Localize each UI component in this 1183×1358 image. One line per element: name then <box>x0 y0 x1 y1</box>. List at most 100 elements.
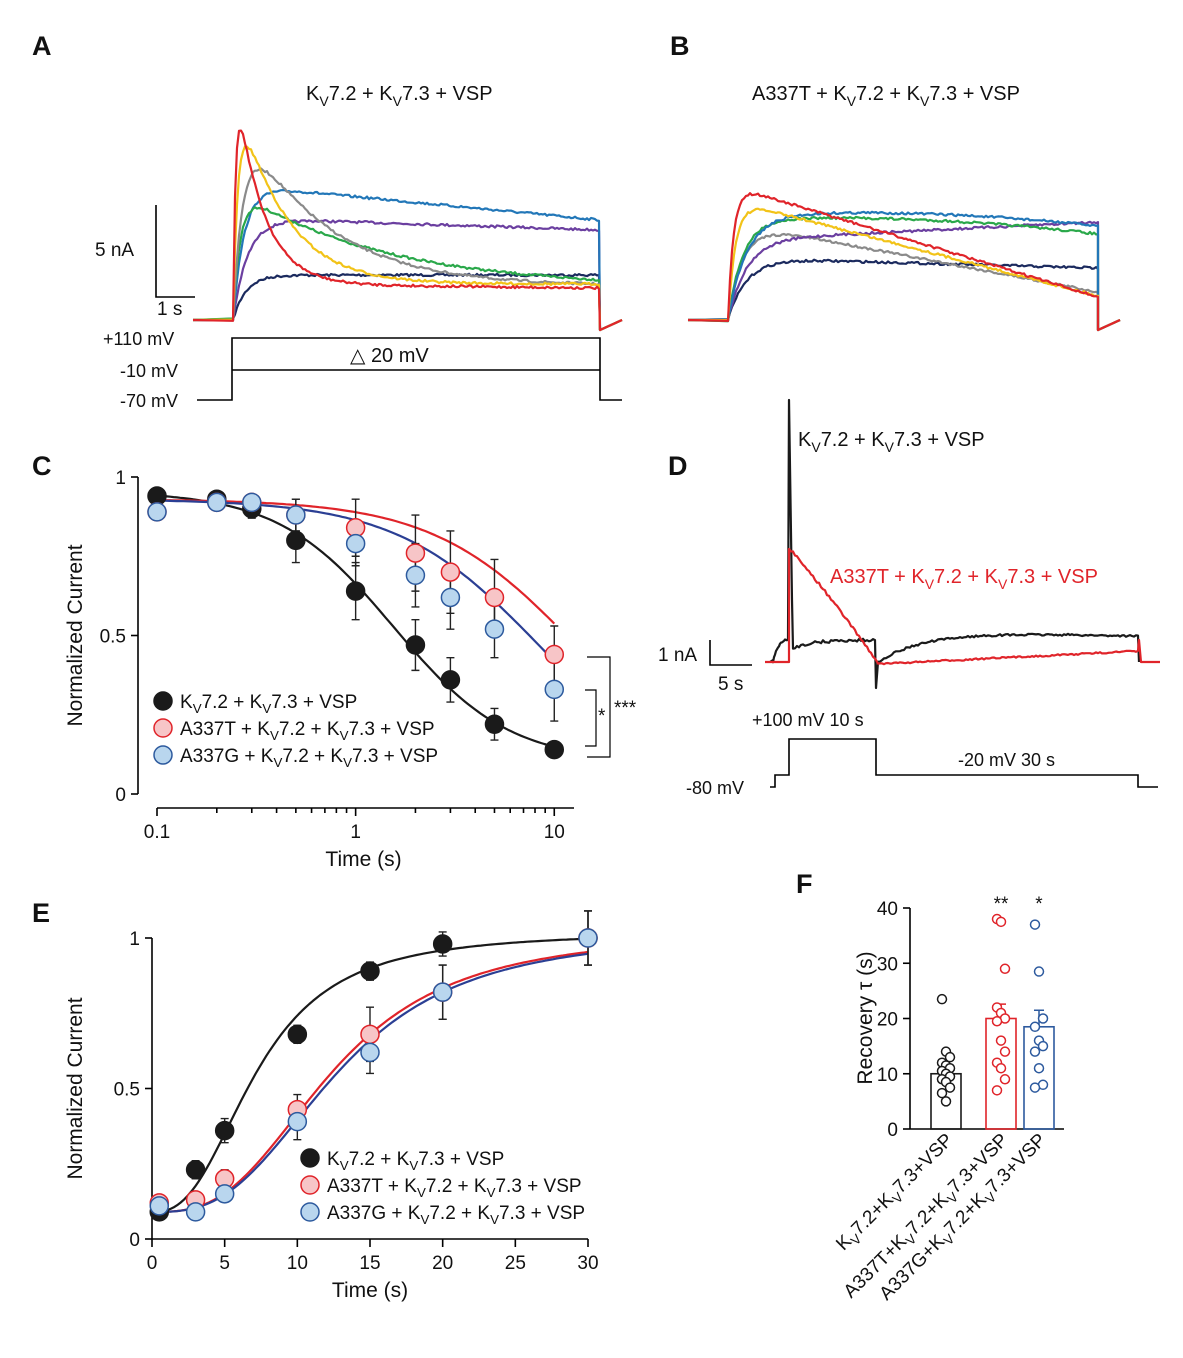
panel-a-step-label: △ 20 mV <box>350 345 429 367</box>
trace-trace_yellow <box>192 145 623 332</box>
legend-marker-red <box>300 1175 320 1195</box>
individual-point-black <box>936 993 948 1005</box>
data-point-black <box>484 714 505 735</box>
panel-c-chart: 0 0.5 1 0.1 1 10 Time (s) Normalized Current KV7… <box>64 468 637 871</box>
individual-point-black <box>944 1082 956 1093</box>
y-axis-label: Normalized Current <box>64 544 87 726</box>
x-tick-label: 10 <box>544 822 565 843</box>
data-point-blue <box>207 492 227 513</box>
panel-a-scale-current: 5 nA <box>95 240 134 261</box>
y-tick-label: 20 <box>877 1010 898 1031</box>
panel-c-label: C <box>32 451 52 481</box>
trace-trace_purple <box>192 219 623 332</box>
x-axis-label: Time (s) <box>332 1279 408 1302</box>
data-point-blue <box>345 533 366 554</box>
legend-marker-black <box>153 691 173 711</box>
significance-bracket-outer <box>587 656 611 758</box>
y-tick-label: 10 <box>877 1065 898 1086</box>
y-tick-label: 0 <box>129 1230 140 1251</box>
data-point-black <box>345 581 366 601</box>
data-point-blue <box>440 587 461 608</box>
data-point-black <box>405 635 426 655</box>
panel-b-title: A337T + KV7.2 + KV7.3 + VSP <box>752 83 1020 109</box>
data-point-black <box>287 1024 308 1045</box>
panel-b-current-traces <box>687 192 1121 332</box>
trace-trace_purple <box>687 220 1121 332</box>
data-point-black <box>185 1160 206 1180</box>
legend-label-black: KV7.2 + KV7.3 + VSP <box>180 692 357 716</box>
data-point-black <box>544 739 565 760</box>
panel-d-test-label: -20 mV 30 s <box>958 750 1055 770</box>
y-tick-label: 40 <box>877 899 898 920</box>
panel-c: C 0 0.5 1 0.1 1 10 Time (s) Normalized Current K… <box>32 451 637 871</box>
y-tick-label: 0.5 <box>100 627 126 648</box>
panel-a-label: A <box>32 31 52 61</box>
data-point-red <box>544 644 565 665</box>
legend-marker-black <box>300 1148 320 1168</box>
x-axis-label: Time (s) <box>325 848 401 871</box>
trace-red <box>192 129 623 332</box>
individual-point-blue <box>1033 1062 1045 1074</box>
data-point-blue <box>242 492 262 513</box>
x-tick-label: 30 <box>577 1253 598 1274</box>
individual-point-black <box>944 1051 956 1063</box>
panel-d-current-traces <box>765 398 1160 690</box>
x-tick-label: 10 <box>287 1253 308 1274</box>
data-point-blue <box>405 565 426 586</box>
trace-trace_gray <box>192 167 623 332</box>
significance-star: * <box>598 706 606 727</box>
trace-red <box>687 192 1121 332</box>
panel-a-v-mid: -10 mV <box>120 361 178 381</box>
individual-point-blue <box>1029 1021 1041 1033</box>
x-tick-label: 25 <box>505 1253 526 1274</box>
individual-point-blue <box>1033 966 1045 977</box>
trace-trace_yellow <box>687 207 1121 332</box>
individual-point-red <box>995 916 1007 928</box>
bar-red <box>985 1017 1017 1130</box>
panel-a-voltage-protocol <box>197 337 622 401</box>
data-point-red <box>360 1024 380 1045</box>
significance-star: ** <box>994 894 1009 915</box>
individual-point-red <box>999 1046 1011 1057</box>
y-tick-label: 0.5 <box>114 1080 140 1101</box>
individual-point-red <box>991 1016 1003 1027</box>
data-point-black <box>214 1120 235 1141</box>
y-tick-label: 0 <box>115 785 126 806</box>
data-point-red <box>440 562 461 582</box>
individual-point-red <box>999 1074 1011 1085</box>
panel-d-voltage-protocol <box>770 738 1158 788</box>
legend-label-black: KV7.2 + KV7.3 + VSP <box>327 1149 504 1173</box>
significance-star: * <box>1035 894 1043 915</box>
trace-trace_gray <box>687 232 1121 332</box>
y-axis-label: Normalized Current <box>64 997 87 1179</box>
data-point-blue <box>578 928 598 948</box>
individual-point-red <box>991 1085 1003 1096</box>
panel-e-label: E <box>32 898 50 928</box>
data-point-blue <box>286 505 306 525</box>
panel-b: B A337T + KV7.2 + KV7.3 + VSP <box>670 31 1121 332</box>
panel-a-current-traces <box>192 129 623 332</box>
panel-a-title: KV7.2 + KV7.3 + VSP <box>306 83 493 109</box>
legend-label-red: A337T + KV7.2 + KV7.3 + VSP <box>180 719 435 743</box>
panel-a-v-hold: -70 mV <box>120 391 178 411</box>
data-point-blue <box>147 502 167 522</box>
data-point-blue <box>149 1196 170 1216</box>
individual-point-black <box>940 1096 952 1107</box>
panel-a-v-top: +110 mV <box>103 329 174 349</box>
x-tick-label: 0 <box>147 1253 158 1274</box>
data-point-blue <box>484 619 505 639</box>
panel-d-pulse-label: +100 mV 10 s <box>752 710 864 730</box>
y-tick-label: 1 <box>129 929 140 950</box>
panel-d-scale-bar <box>709 640 752 666</box>
data-point-red <box>405 543 426 563</box>
individual-point-red <box>995 1035 1007 1046</box>
data-point-black <box>286 530 306 551</box>
x-tick-label: 20 <box>432 1253 453 1274</box>
trace-trace_navy <box>688 258 1121 332</box>
legend-marker-red <box>153 718 173 738</box>
y-tick-label: 0 <box>887 1120 898 1141</box>
trace-black-wt <box>769 398 1141 690</box>
